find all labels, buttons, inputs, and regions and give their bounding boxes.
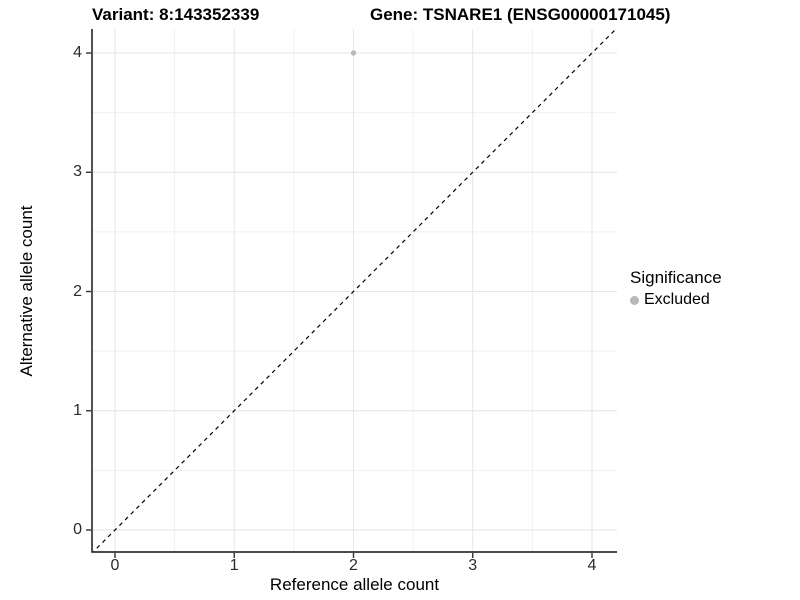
- x-tick-label: 4: [587, 557, 597, 574]
- gene-title: Gene: TSNARE1 (ENSG00000171045): [370, 5, 671, 24]
- x-axis-title: Reference allele count: [269, 575, 440, 594]
- variant-title: Variant: 8:143352339: [92, 5, 260, 24]
- legend-entry-excluded: Excluded: [630, 291, 722, 309]
- x-tick-label: 1: [229, 557, 239, 574]
- y-tick-label: 1: [73, 401, 82, 419]
- x-tick-label: 2: [349, 557, 358, 574]
- x-tick-label: 0: [110, 557, 120, 574]
- y-tick-label: 3: [73, 163, 82, 181]
- legend-entry-label: Excluded: [644, 291, 710, 308]
- legend-title: Significance: [630, 268, 722, 287]
- y-axis-title: Alternative allele count: [17, 204, 36, 377]
- y-tick-label: 2: [73, 282, 82, 300]
- excluded-point-icon: [630, 295, 639, 305]
- identity-reference-line: [92, 29, 617, 552]
- x-tick-label: 3: [468, 557, 478, 574]
- data-point: [350, 50, 357, 56]
- y-tick-label: 0: [73, 521, 82, 538]
- legend: Significance Excluded: [630, 268, 722, 309]
- y-tick-label: 4: [73, 44, 82, 61]
